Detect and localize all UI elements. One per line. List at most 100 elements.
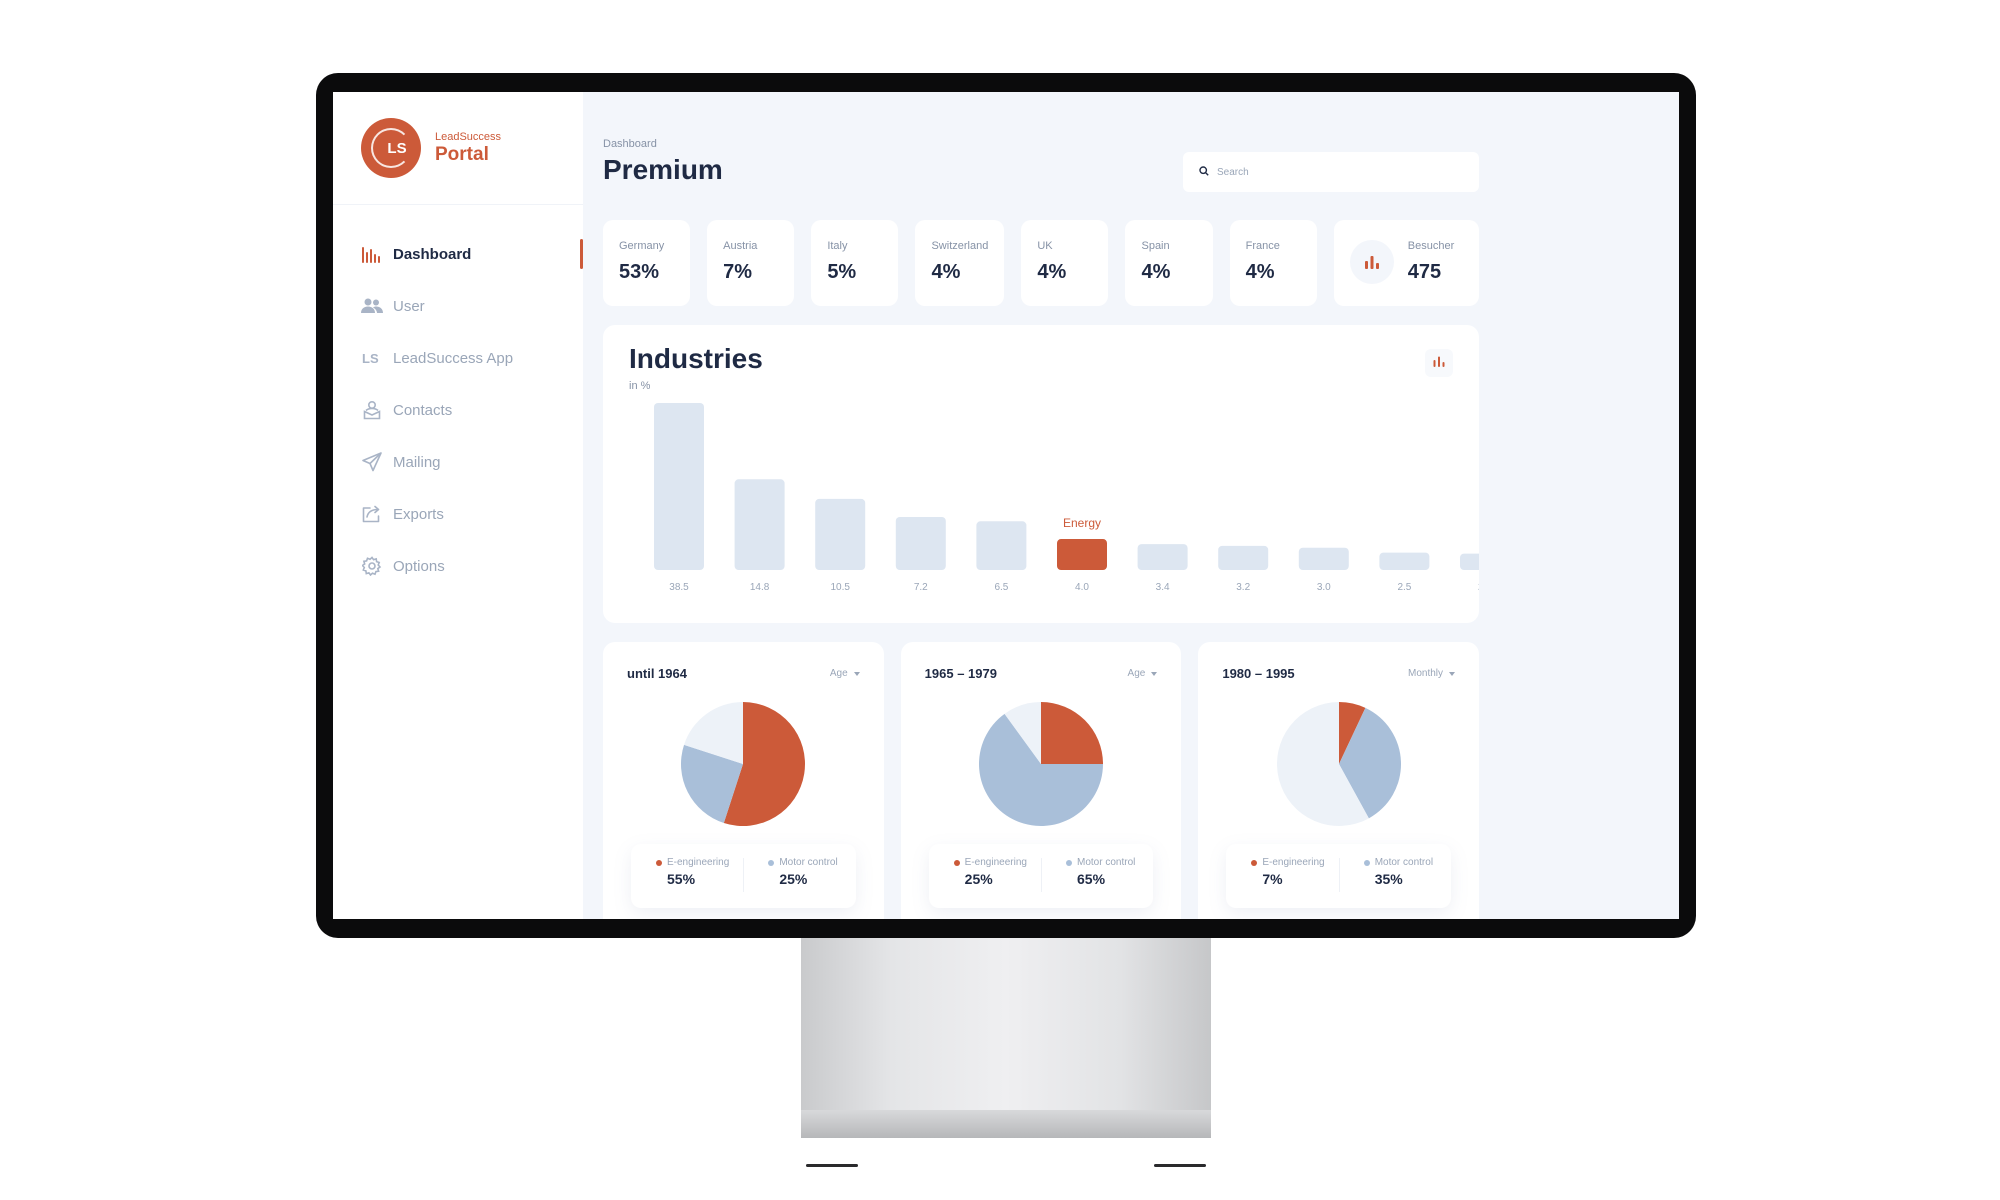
pie-slice-motor-control[interactable] [979,713,1103,826]
industry-bar[interactable] [1298,547,1349,570]
pie-chart [979,702,1103,826]
legend-label: E-engineering [1262,857,1325,868]
legend-item-motor-control: Motor control 25% [743,844,855,908]
stat-value: 5% [827,261,857,283]
industry-bar[interactable] [1379,552,1430,570]
pie-card-1980-1995: 1980 – 1995 Monthly E-engineering 7% Mot… [1198,642,1480,919]
sidebar-item-contacts[interactable]: Contacts [361,398,583,422]
chart-subtitle: in % [629,380,651,392]
pie-slice-other[interactable] [1276,702,1369,826]
sidebar-item-dashboard[interactable]: Dashboard [361,239,583,269]
pie-slice-e-engineering[interactable] [724,702,806,826]
industry-bar[interactable] [1057,539,1107,570]
pie-slice-motor-control[interactable] [1338,707,1401,819]
sidebar-item-user[interactable]: User [361,294,583,318]
legend-label: Motor control [779,857,838,868]
sidebar-item-mailing[interactable]: Mailing [361,450,583,474]
bar-chart-icon [361,243,383,265]
pie-card-title: 1980 – 1995 [1222,666,1295,681]
select-value: Monthly [1408,668,1444,679]
chart-title: Industries [629,343,763,374]
industry-bar[interactable] [734,479,785,570]
stat-label: Switzerland [931,240,989,252]
stat-label: UK [1037,240,1053,252]
bar-value-label: 3.2 [1236,582,1250,593]
legend-dot [768,859,775,866]
legend-item-e-engineering: E-engineering 25% [929,844,1041,908]
sidebar-item-exports[interactable]: Exports [361,502,583,526]
industry-bar[interactable] [815,498,866,570]
chevron-down-icon [1151,668,1158,679]
sidebar-nav: Dashboard User LS LeadSuccess App [361,239,583,606]
stat-value: 4% [1245,261,1275,283]
stat-card-visitors[interactable]: Besucher 475 [1333,220,1479,306]
logo-text: LS [387,139,407,157]
search-input[interactable] [1217,166,1457,178]
industry-bar[interactable] [1218,545,1269,570]
chart-type-button[interactable] [1425,349,1453,377]
age-pie-cards: until 1964 Age E-engineering 55% Motor c… [603,642,1480,919]
stat-card-italy[interactable]: Italy 5% [811,220,899,306]
legend-value: 7% [1262,871,1283,887]
pie-slice-other[interactable] [1004,702,1041,764]
stat-card-uk[interactable]: UK 4% [1021,220,1109,306]
pie-slice-motor-control[interactable] [681,744,744,823]
bar-value-label: 7.2 [914,582,928,593]
bar-value-label: 38.5 [669,582,689,593]
industry-bar[interactable] [976,521,1027,570]
pie-card-title: 1965 – 1979 [924,666,997,681]
pie-slice-e-engineering[interactable] [1041,702,1103,764]
search-box[interactable] [1183,152,1479,192]
stat-card-germany[interactable]: Germany 53% [603,220,691,306]
pie-card-until-1964: until 1964 Age E-engineering 55% Motor c… [603,642,884,919]
industries-card: 38.5 14.8 10.5 7.2 6.5 4.0 Energy 3.4 3.2 3.0 2.5 2… [603,325,1479,623]
legend-dot [1251,859,1258,866]
stat-card-switzerland[interactable]: Switzerland 4% [915,220,1005,306]
pie-slice-e-engineering[interactable] [1338,702,1366,764]
stat-card-spain[interactable]: Spain 4% [1125,220,1213,306]
legend-value: 25% [779,871,808,887]
stat-label: Germany [619,240,665,252]
sidebar-item-label: User [393,297,425,315]
brand-small-text: LeadSuccess [435,131,502,143]
breadcrumb[interactable]: Dashboard [603,138,657,150]
bar-value-label: 3.4 [1156,582,1170,593]
stat-card-france[interactable]: France 4% [1229,220,1317,306]
industries-bar-chart: 38.5 14.8 10.5 7.2 6.5 4.0 Energy 3.4 3.2 3.0 2.5 2… [654,403,1479,593]
stat-value: 4% [931,261,961,283]
bar-value-label: 4.0 [1075,582,1089,593]
stat-label: Spain [1141,240,1170,252]
stat-value: 4% [1141,261,1171,283]
pie-chart [1276,702,1401,826]
industry-bar[interactable] [654,403,704,570]
send-icon [361,451,383,473]
pie-legend: E-engineering 55% Motor control 25% [631,844,856,908]
pie-filter-select[interactable]: Age [830,668,860,679]
legend-label: Motor control [1077,857,1136,868]
bar-value-label: 14.8 [750,582,770,593]
sidebar-item-options[interactable]: Options [361,554,583,578]
stat-label: Besucher [1407,240,1455,252]
contacts-icon [361,399,383,421]
bar-value-label: 10.5 [830,582,850,593]
pie-slice-other[interactable] [684,702,744,764]
industry-bar[interactable] [1137,544,1188,570]
pie-filter-select[interactable]: Monthly [1408,668,1456,679]
brand[interactable]: LS LeadSuccess Portal [361,118,501,178]
brand-name: Portal [435,144,489,165]
sidebar-item-leadsuccess-app[interactable]: LS LeadSuccess App [361,346,583,370]
legend-value: 55% [667,871,696,887]
stat-value: 53% [619,261,660,283]
pie-card-1965-1979: 1965 – 1979 Age E-engineering 25% Motor … [900,642,1182,919]
pie-filter-select[interactable]: Age [1128,668,1158,679]
monitor-frame: LS LeadSuccess Portal Dashboard [316,73,1696,938]
stat-card-austria[interactable]: Austria 7% [707,220,795,306]
bar-value-label: 2.5 [1397,582,1411,593]
pie-legend: E-engineering 7% Motor control 35% [1226,844,1452,908]
legend-label: E-engineering [667,857,730,868]
industry-bar[interactable] [895,516,946,570]
pie-legend: E-engineering 25% Motor control 65% [928,844,1154,908]
stat-value: 475 [1407,261,1442,283]
legend-item-motor-control: Motor control 35% [1338,844,1451,908]
industry-bar[interactable] [1460,553,1479,570]
